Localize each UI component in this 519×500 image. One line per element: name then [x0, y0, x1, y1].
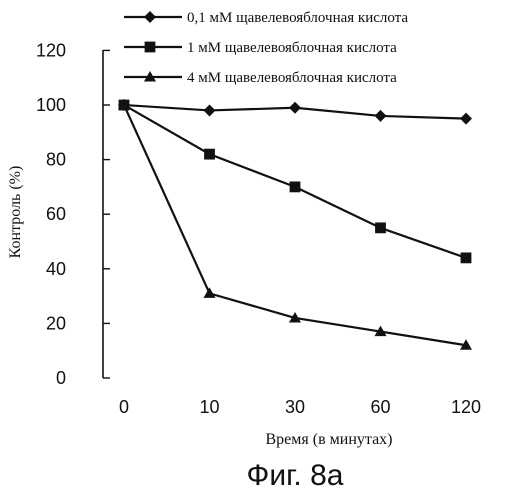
y-ticks: 0 20 40 60 80 100 120 [36, 40, 110, 388]
series-triangle [118, 99, 472, 350]
square-marker [145, 42, 156, 53]
diamond-marker [375, 110, 387, 122]
y-tick-label: 120 [36, 40, 66, 60]
legend-label: 0,1 мМ щавелевояблочная кислота [187, 10, 408, 26]
x-axis-title: Время (в минутах) [265, 431, 392, 448]
diamond-marker [289, 102, 301, 114]
square-marker [290, 182, 301, 193]
triangle-marker [204, 287, 216, 298]
series-diamond [118, 99, 472, 125]
square-marker [375, 222, 386, 233]
axes: 0 20 40 60 80 100 120 0 10 30 60 120 [36, 40, 481, 417]
y-axis-title: Контроль (%) [7, 166, 24, 259]
legend-entry: 4 мМ щавелевояблочная кислота [124, 70, 397, 86]
x-tick-label: 60 [370, 397, 390, 417]
diamond-marker [204, 104, 216, 116]
y-tick-label: 40 [46, 259, 66, 279]
series-line [124, 105, 466, 345]
x-ticks: 0 10 30 60 120 [119, 397, 481, 417]
y-tick-label: 100 [36, 95, 66, 115]
x-tick-label: 0 [119, 397, 129, 417]
diamond-marker [460, 113, 472, 125]
legend: 0,1 мМ щавелевояблочная кислота 1 мМ щаве… [124, 10, 408, 86]
diamond-marker [144, 11, 156, 23]
series-line [124, 105, 466, 258]
y-tick-label: 80 [46, 150, 66, 170]
square-marker [461, 252, 472, 263]
y-tick-label: 60 [46, 204, 66, 224]
series-square [119, 100, 472, 264]
square-marker [204, 149, 215, 160]
x-tick-label: 30 [285, 397, 305, 417]
legend-label: 1 мМ щавелевояблочная кислота [187, 40, 397, 56]
y-tick-label: 20 [46, 313, 66, 333]
y-tick-label: 0 [56, 368, 66, 388]
series-layer [118, 99, 472, 350]
x-tick-label: 10 [199, 397, 219, 417]
legend-entry: 1 мМ щавелевояблочная кислота [124, 40, 397, 56]
legend-entry: 0,1 мМ щавелевояблочная кислота [124, 10, 408, 26]
x-tick-label: 120 [451, 397, 481, 417]
legend-label: 4 мМ щавелевояблочная кислота [187, 70, 397, 86]
figure-caption: Фиг. 8а [247, 459, 344, 492]
